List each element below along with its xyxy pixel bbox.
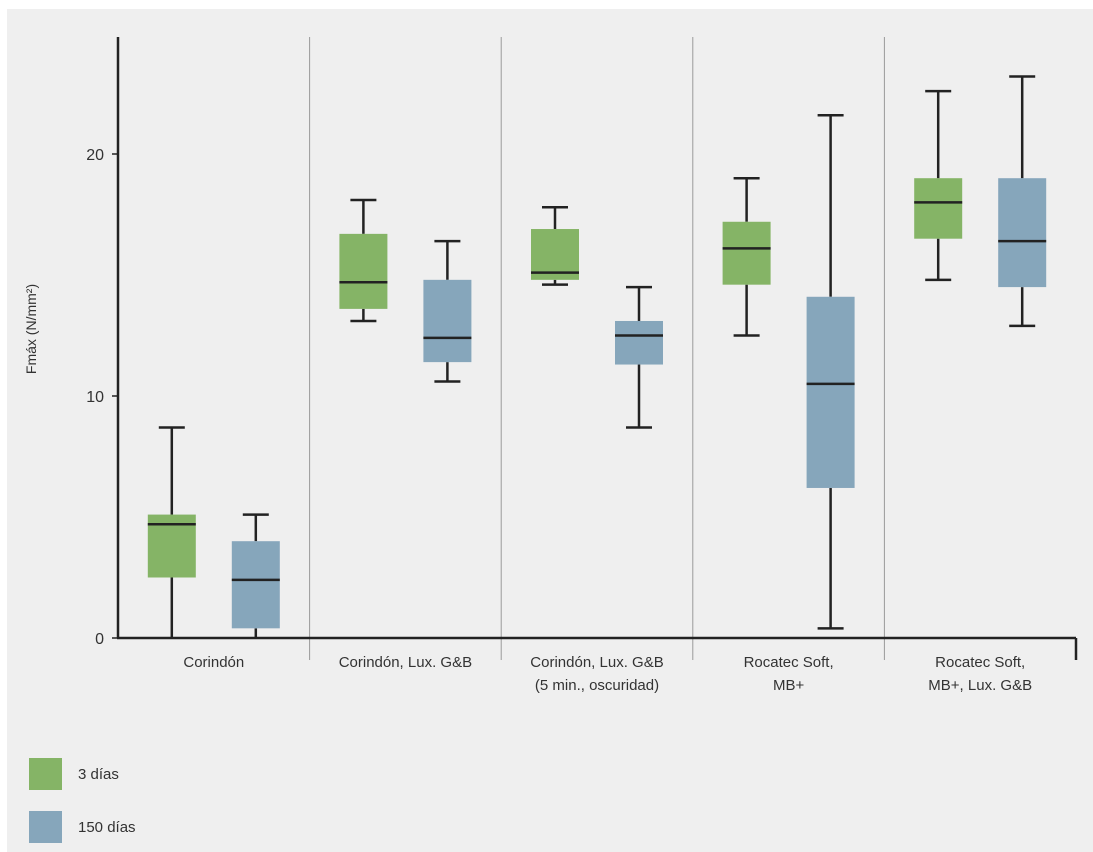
interquartile-box: [231, 541, 280, 629]
y-axis-label: Fmáx (N/mm²): [23, 284, 39, 374]
interquartile-box: [806, 296, 855, 488]
chart-panel: 0 10 20 Corindón Corindón, Lux. G&B Corindón…: [7, 9, 1093, 852]
category-label-line: MB+, Lux. G&B: [928, 677, 1032, 694]
category-label: Rocatec Soft, MB+: [744, 654, 834, 694]
category-label-line: Corindón, Lux. G&B: [530, 654, 663, 671]
category-label-line: Corindón, Lux. G&B: [339, 654, 472, 671]
axes: [116, 37, 1078, 660]
interquartile-box: [998, 178, 1047, 288]
category-label: Corindón, Lux. G&B: [339, 654, 472, 671]
box-plot-150-dias: [998, 75, 1047, 328]
y-axis-ticks: 0 10 20: [86, 147, 118, 648]
category-label-line: Rocatec Soft,: [935, 654, 1025, 671]
box-plot-3-dias: [339, 198, 388, 323]
interquartile-box: [615, 320, 663, 365]
box-plot-3-dias: [914, 89, 963, 282]
interquartile-box: [722, 221, 771, 285]
category-label-line: MB+: [773, 677, 805, 694]
box-plot-150-dias: [231, 513, 280, 638]
category-label: Corindón, Lux. G&B (5 min., oscuridad): [530, 654, 663, 694]
category-label-line: Corindón: [183, 654, 244, 671]
box-plot-3-dias: [722, 176, 771, 337]
box-plot-3-dias: [531, 205, 579, 286]
box-plots: [147, 75, 1047, 638]
legend-swatch: [29, 758, 62, 790]
interquartile-box: [423, 279, 472, 363]
box-plot-3-dias: [147, 426, 196, 638]
category-separators: [309, 37, 885, 660]
box-plot-150-dias: [615, 285, 663, 429]
category-label: Corindón: [183, 654, 244, 671]
legend: 3 días 150 días: [29, 758, 136, 843]
legend-label: 3 días: [78, 766, 119, 783]
box-plot-150-dias: [423, 239, 472, 383]
y-tick-label: 20: [86, 147, 104, 164]
category-label: Rocatec Soft, MB+, Lux. G&B: [928, 654, 1032, 694]
y-tick-label: 0: [95, 631, 104, 648]
box-plot-150-dias: [806, 114, 855, 630]
interquartile-box: [914, 178, 963, 239]
legend-swatch: [29, 811, 62, 843]
y-tick-label: 10: [86, 389, 104, 406]
category-label-line: Rocatec Soft,: [744, 654, 834, 671]
category-labels: Corindón Corindón, Lux. G&B Corindón, Lux.…: [183, 654, 1032, 694]
category-label-line: (5 min., oscuridad): [535, 677, 659, 694]
legend-label: 150 días: [78, 819, 136, 836]
interquartile-box: [339, 233, 388, 309]
